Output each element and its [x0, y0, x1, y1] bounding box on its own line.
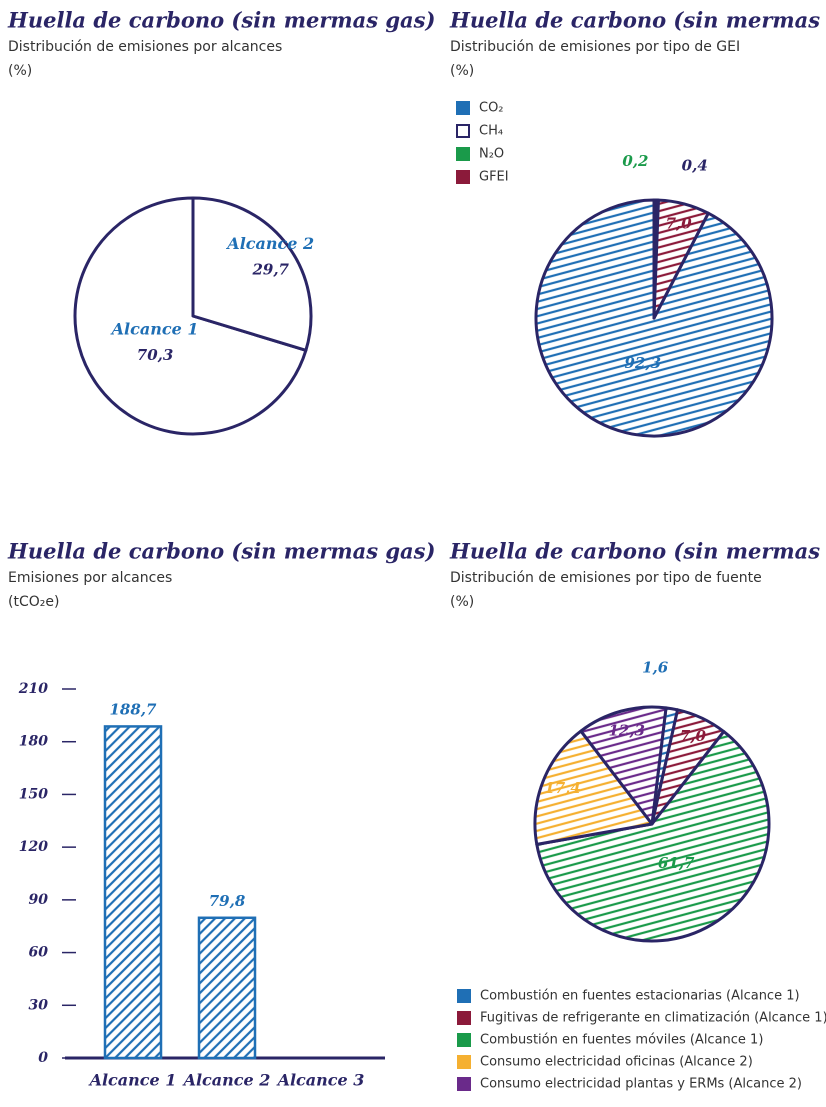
chart-unit: (%): [8, 63, 32, 79]
chart-title: Huella de carbono (sin mermas gas): [449, 8, 826, 33]
value-label: 1,6: [642, 658, 669, 676]
value-label: 61,7: [658, 854, 695, 872]
value-label: 12,3: [608, 721, 645, 739]
legend-label: Consumo electricidad plantas y ERMs (Alc…: [480, 1077, 802, 1092]
legend-label: GFEI: [479, 170, 509, 185]
legend-label: Combustión en fuentes estacionarias (Alc…: [480, 989, 800, 1004]
value-label: 79,8: [209, 892, 246, 910]
value-label: 17,4: [544, 779, 581, 797]
value-label: 7,0: [680, 727, 707, 745]
legend-label: Consumo electricidad oficinas (Alcance 2…: [480, 1055, 753, 1070]
pie-slice: [191, 196, 313, 352]
y-tick-label: 30: [29, 997, 49, 1013]
y-tick-label: 150: [19, 786, 48, 802]
x-tick-label: Alcance 1: [88, 1071, 177, 1090]
chart-unit: (tCO₂e): [8, 594, 59, 610]
slice-category: Alcance 2: [225, 234, 314, 253]
y-tick-label: 0: [38, 1050, 48, 1066]
legend-swatch: [456, 101, 470, 115]
legend-label: CO₂: [479, 101, 504, 116]
chart-unit: (%): [450, 63, 474, 79]
chart-title: Huella de carbono (sin mermas gas): [7, 539, 435, 564]
value-label: 7,0: [666, 214, 693, 232]
value-label: 0,2: [622, 152, 648, 170]
legend-label: Combustión en fuentes móviles (Alcance 1…: [480, 1033, 763, 1048]
pie-slice: [533, 729, 654, 846]
x-tick-label: Alcance 3: [276, 1071, 365, 1090]
y-tick-label: 120: [19, 839, 48, 855]
value-label: 92,3: [625, 354, 662, 372]
chart-title: Huella de carbono (sin mermas gas): [7, 8, 435, 33]
legend-label: N₂O: [479, 147, 504, 162]
bar: [197, 916, 257, 1060]
bar: [103, 725, 163, 1060]
chart-subtitle: Distribución de emisiones por tipo de GE…: [450, 39, 740, 55]
pie-slice: [535, 730, 771, 943]
chart-subtitle: Emisiones por alcances: [8, 570, 172, 586]
value-label: 0,4: [682, 156, 708, 174]
value-label: 188,7: [110, 700, 158, 718]
y-tick-label: 60: [29, 945, 49, 961]
pie-slice: [579, 705, 668, 826]
legend-swatch: [456, 147, 470, 161]
legend-swatch: [456, 170, 470, 184]
slice-category: Alcance 1: [110, 320, 199, 339]
value-label: 29,7: [251, 260, 289, 278]
legend-swatch: [457, 989, 471, 1003]
legend-swatch: [457, 1077, 471, 1091]
value-label: 70,3: [137, 346, 174, 364]
y-tick-label: 90: [29, 892, 49, 908]
legend-swatch: [457, 1011, 471, 1025]
x-tick-label: Alcance 2: [182, 1071, 271, 1090]
chart-subtitle: Distribución de emisiones por alcances: [8, 39, 282, 55]
legend-swatch: [457, 1033, 471, 1047]
y-tick-label: 210: [18, 681, 48, 697]
legend-label: CH₄: [479, 124, 503, 139]
y-tick-label: 180: [19, 734, 48, 750]
legend-swatch: [457, 1055, 471, 1069]
chart-unit: (%): [450, 594, 474, 610]
chart-subtitle: Distribución de emisiones por tipo de fu…: [450, 570, 762, 586]
pie-slice: [73, 196, 308, 436]
legend-label: Fugitivas de refrigerante en climatizaci…: [480, 1011, 826, 1026]
legend-swatch: [456, 124, 470, 138]
chart-title: Huella de carbono (sin mermas gas): [449, 539, 826, 564]
pie-slice: [652, 198, 710, 320]
